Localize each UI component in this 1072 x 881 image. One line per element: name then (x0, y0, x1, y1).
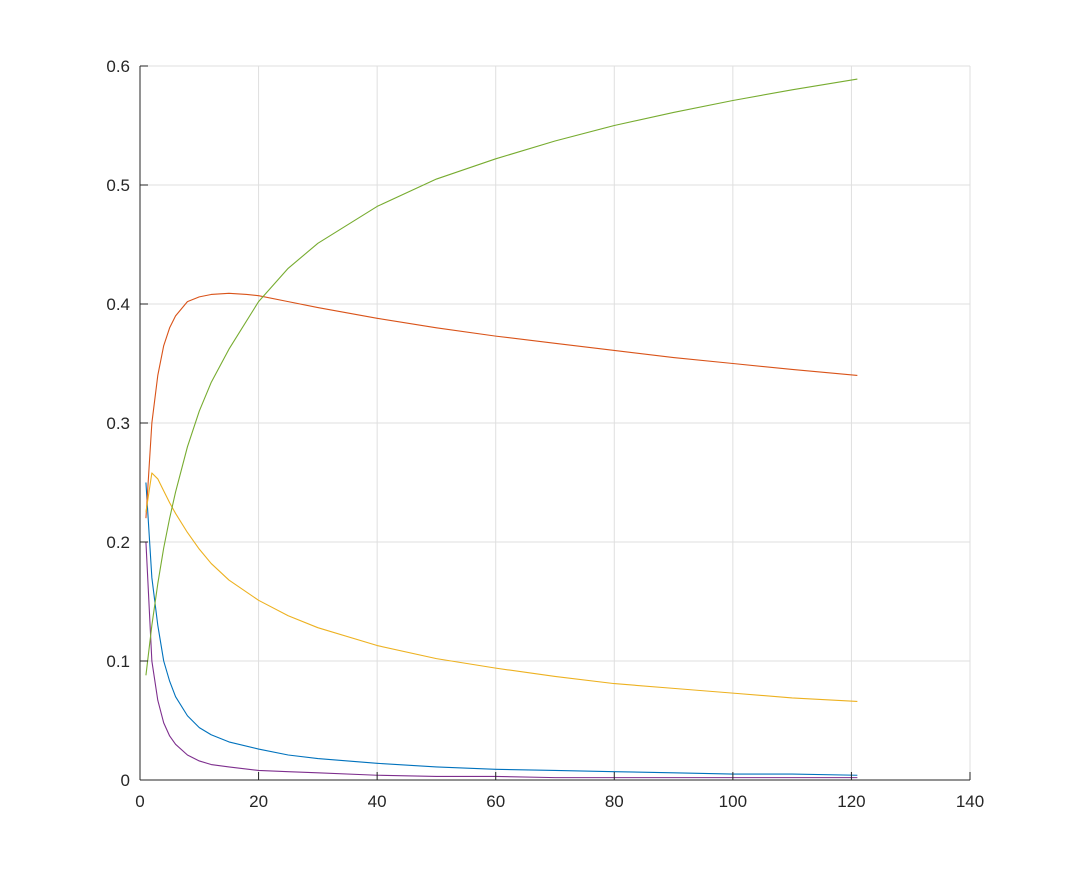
series-line-5 (145, 78, 858, 676)
x-tick-label: 0 (135, 792, 144, 811)
x-tick-label: 40 (368, 792, 387, 811)
y-tick-label: 0.6 (106, 57, 130, 76)
series-line-3 (145, 472, 858, 703)
y-tick-label: 0.3 (106, 414, 130, 433)
x-tick-label: 20 (249, 792, 268, 811)
series-line-4 (145, 541, 858, 779)
y-tick-label: 0.5 (106, 176, 130, 195)
y-tick-label: 0.4 (106, 295, 130, 314)
series-line-1 (145, 482, 858, 776)
x-tick-label: 140 (956, 792, 984, 811)
axes (139, 65, 971, 781)
x-tick-label: 60 (486, 792, 505, 811)
x-tick-label: 80 (605, 792, 624, 811)
series-group (145, 78, 858, 779)
x-tick-label: 120 (837, 792, 865, 811)
y-tick-label: 0.1 (106, 652, 130, 671)
y-tick-label: 0.2 (106, 533, 130, 552)
grid-lines (140, 65, 971, 780)
x-tick-label: 100 (719, 792, 747, 811)
y-tick-label: 0 (121, 771, 130, 790)
series-line-2 (145, 292, 858, 519)
tick-labels: 0 20 40 60 80 100 120 140 0 0.1 0.2 0.3 0.4 0.5 0.6 (106, 57, 984, 811)
